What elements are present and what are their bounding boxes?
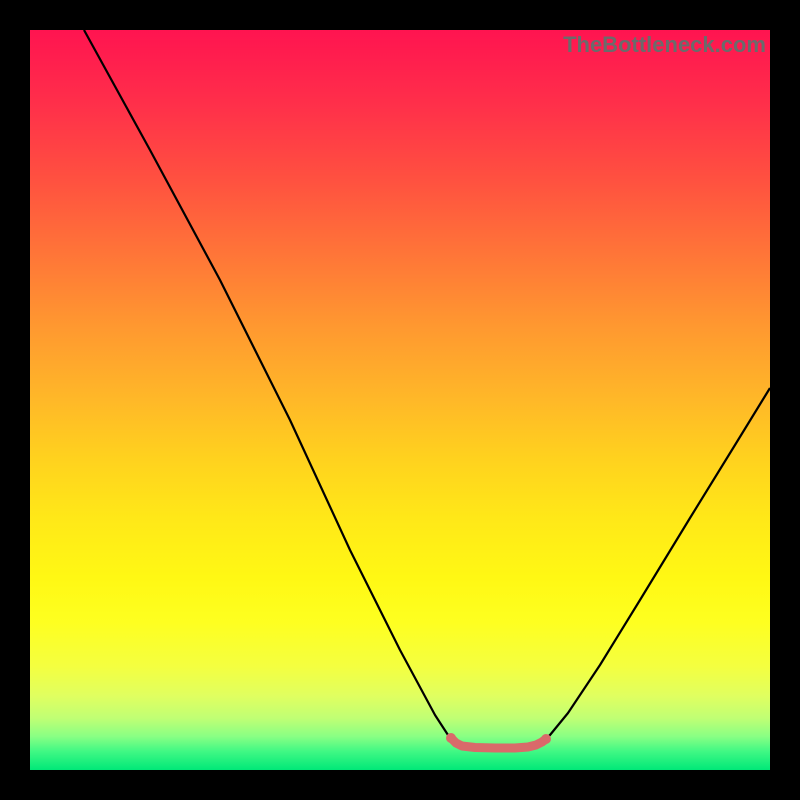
watermark-text: TheBottleneck.com [563,32,766,58]
valley-start-dot [446,733,456,743]
curves-layer [30,30,770,770]
valley-highlight [451,738,546,748]
bottleneck-curve [84,30,770,748]
chart-container: TheBottleneck.com [0,0,800,800]
plot-area: TheBottleneck.com [30,30,770,770]
valley-end-dot [541,734,551,744]
